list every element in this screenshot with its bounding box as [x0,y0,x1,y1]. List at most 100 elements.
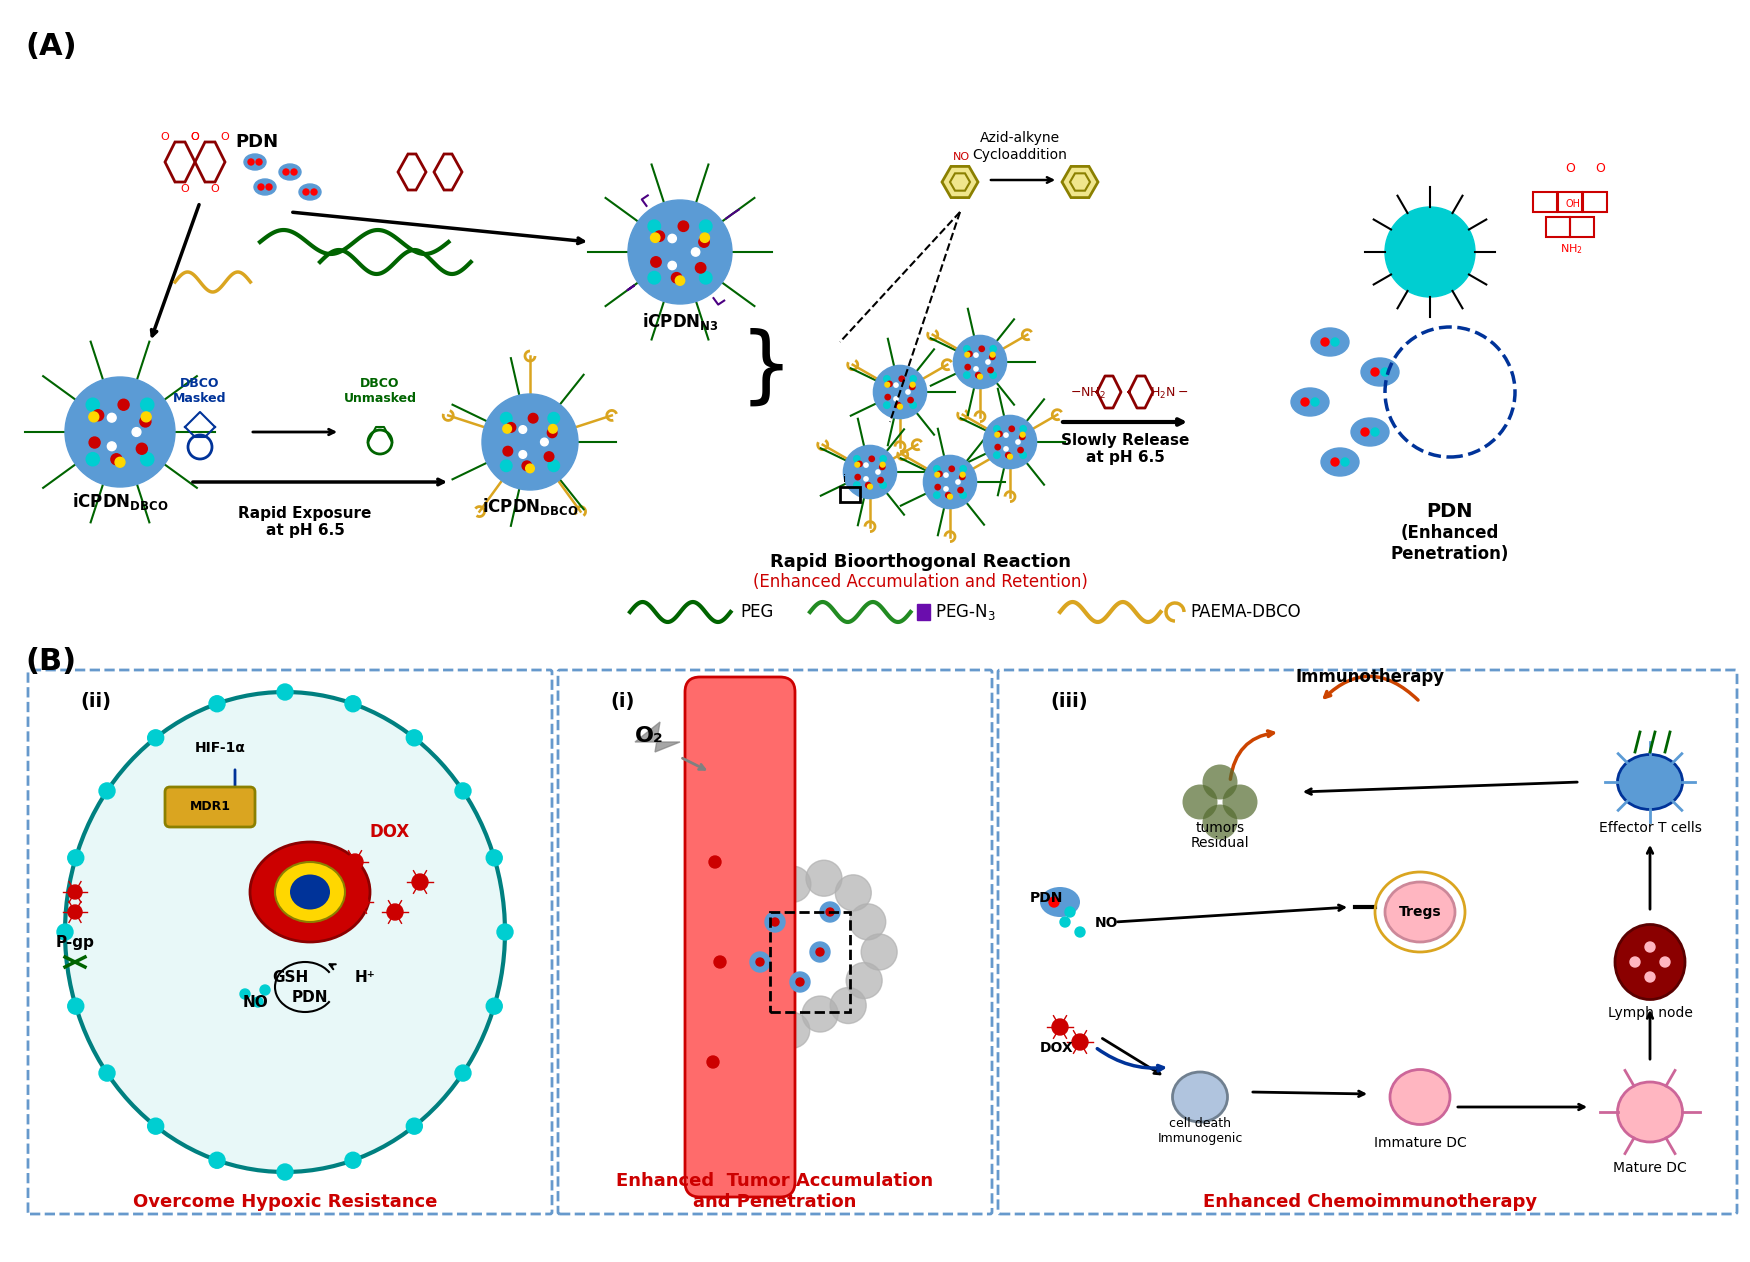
Bar [840,487,859,502]
Circle shape [934,466,940,472]
Circle shape [709,856,721,868]
Circle shape [1370,369,1379,376]
Circle shape [1311,398,1320,406]
Circle shape [89,437,100,448]
Ellipse shape [278,164,301,180]
Circle shape [276,1164,292,1180]
Circle shape [1384,207,1475,297]
Circle shape [500,459,513,472]
Circle shape [1004,433,1008,437]
Circle shape [1340,458,1349,466]
Circle shape [908,398,914,403]
Circle shape [303,189,310,196]
Ellipse shape [1384,882,1454,941]
Circle shape [949,466,954,472]
Text: O: O [1564,162,1575,175]
Circle shape [858,461,863,467]
Circle shape [796,978,803,986]
Text: iCPDN$_{\bf{DBCO}}$: iCPDN$_{\bf{DBCO}}$ [72,491,168,512]
Ellipse shape [1362,358,1398,386]
FancyBboxPatch shape [684,676,794,1196]
Circle shape [1300,398,1309,406]
Circle shape [714,957,726,968]
Circle shape [140,453,154,466]
Circle shape [880,464,886,469]
Circle shape [668,261,676,270]
Ellipse shape [1172,1071,1227,1122]
Text: (i): (i) [611,692,635,711]
Circle shape [826,885,863,921]
Circle shape [854,934,891,970]
Circle shape [765,912,786,933]
Circle shape [866,482,872,488]
Text: Overcome Hypoxic Resistance: Overcome Hypoxic Resistance [133,1193,438,1212]
Circle shape [487,849,502,866]
Text: PDN: PDN [292,989,329,1005]
Text: DBCO
Masked: DBCO Masked [173,377,228,405]
Text: O: O [210,184,219,194]
Circle shape [990,346,996,352]
Text: iCPDN$_{\bf{DBCO}}$: iCPDN$_{\bf{DBCO}}$ [481,496,578,517]
Circle shape [1020,452,1026,458]
Circle shape [1018,448,1024,453]
Circle shape [387,904,402,920]
Circle shape [826,907,835,916]
Circle shape [756,958,765,965]
Circle shape [500,413,513,424]
Text: PDN: PDN [1031,891,1064,905]
Circle shape [934,485,940,490]
Text: Enhanced Chemoimmunotherapy: Enhanced Chemoimmunotherapy [1202,1193,1536,1212]
Text: O: O [180,184,189,194]
Circle shape [896,403,901,408]
Circle shape [718,981,754,1017]
Bar [1533,192,1558,212]
Circle shape [943,473,949,477]
Circle shape [870,456,875,462]
Ellipse shape [1292,387,1328,416]
Circle shape [884,403,891,409]
Circle shape [845,962,880,998]
Circle shape [208,695,226,712]
Circle shape [936,471,942,477]
Circle shape [1008,454,1013,459]
Ellipse shape [1040,887,1080,917]
Circle shape [1661,957,1670,967]
Circle shape [868,485,873,488]
Circle shape [1370,428,1379,435]
Circle shape [749,876,784,912]
Circle shape [910,376,917,382]
Text: cell death: cell death [1169,1117,1230,1129]
Circle shape [961,466,966,472]
Circle shape [676,276,684,285]
Text: Lymph node: Lymph node [1608,1006,1692,1020]
Text: Azid-alkyne: Azid-alkyne [980,131,1060,145]
Circle shape [1074,928,1085,936]
Circle shape [700,220,712,232]
Circle shape [924,456,976,509]
Ellipse shape [1223,785,1258,819]
Text: }: } [740,328,793,409]
Circle shape [698,237,709,247]
Text: O: O [191,133,200,143]
Circle shape [68,905,82,919]
Ellipse shape [299,184,320,199]
Circle shape [789,972,810,992]
Circle shape [345,1152,360,1169]
Circle shape [136,443,147,454]
Text: (A): (A) [24,32,77,61]
Ellipse shape [1617,1082,1682,1142]
Circle shape [116,457,124,467]
Circle shape [821,902,840,923]
Polygon shape [942,167,978,198]
Circle shape [934,472,940,477]
Circle shape [522,461,532,471]
Circle shape [93,410,103,420]
Circle shape [140,399,154,411]
Circle shape [266,184,271,191]
Circle shape [975,372,982,377]
Circle shape [86,453,100,466]
Circle shape [654,231,665,241]
Circle shape [548,413,560,424]
Circle shape [956,480,961,485]
Text: Cycloaddition: Cycloaddition [973,148,1068,162]
